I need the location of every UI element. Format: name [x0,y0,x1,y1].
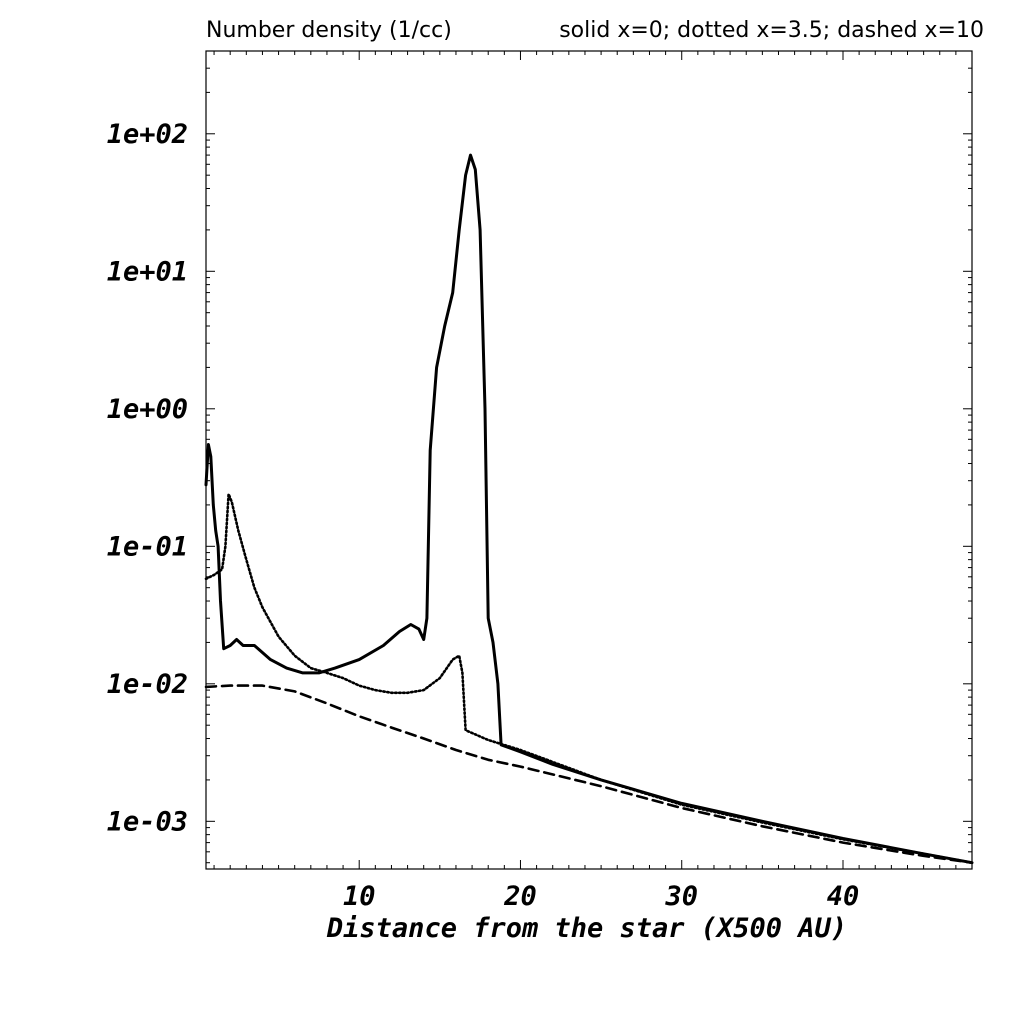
x-axis-label: Distance from the star (X500 AU) [326,913,847,944]
y-tick-label: 1e-01 [107,531,188,562]
y-axis-minor-ticks [206,67,972,864]
x-tick-label: 20 [503,881,537,912]
x-tick-label: 10 [343,881,376,912]
y-tick-label: 1e-03 [107,806,188,837]
y-axis-major-ticks [206,133,972,822]
chart-subtitle: solid x=0; dotted x=3.5; dashed x=10 [559,18,984,43]
series-line-dashed [204,684,974,864]
y-tick-label: 1e+00 [107,394,188,425]
y-tick-label: 1e+02 [107,119,188,150]
y-axis-tick-labels: 1e-03 1e-02 1e-01 1e+00 1e+01 1e+02 [107,119,188,838]
x-axis-tick-labels: 10 20 30 40 [343,881,859,912]
plot-frame [205,50,973,870]
series-line-solid [204,153,974,865]
y-tick-label: 1e-02 [107,669,188,700]
series-group [204,153,974,865]
y-tick-label: 1e+01 [107,256,188,287]
chart-title: Number density (1/cc) [206,18,452,43]
series-line-dotted [204,492,974,864]
x-tick-label: 30 [664,881,698,912]
x-tick-label: 40 [827,881,860,912]
x-axis-major-ticks [358,51,844,869]
x-axis-minor-ticks [213,51,957,869]
